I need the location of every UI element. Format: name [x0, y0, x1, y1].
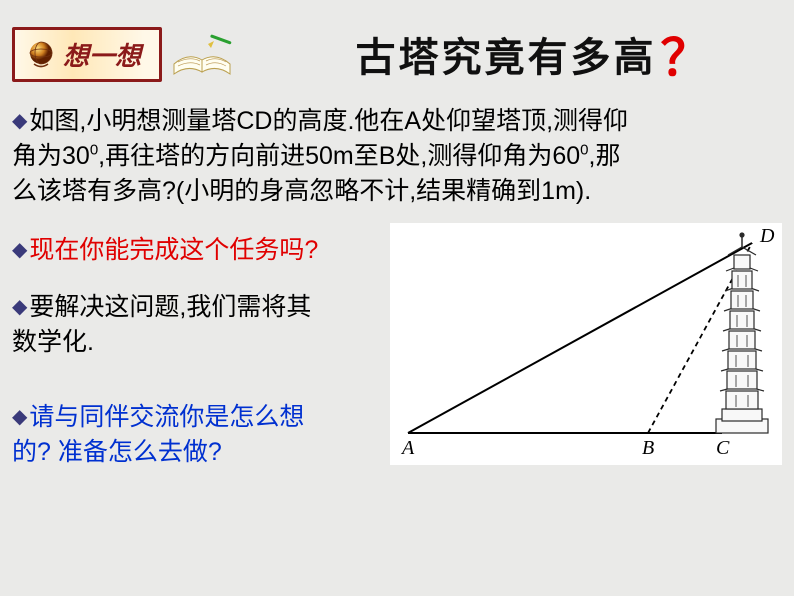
label-B: B — [642, 437, 654, 460]
problem-text: ◆如图,小明想测量塔CD的高度.他在A处仰望塔顶,测得仰 角为300,再往塔的方… — [12, 104, 782, 209]
bullet-icon: ◆ — [12, 406, 27, 428]
prompt-3b-text: 的? 准备怎么去做? — [12, 438, 222, 466]
page-title: 古塔究竟有多高 — [356, 35, 657, 80]
globe-icon — [25, 38, 57, 70]
label-C: C — [716, 437, 729, 460]
label-D: D — [760, 225, 774, 248]
left-column: ◆现在你能完成这个任务吗? ◆要解决这问题,我们需将其 数学化. ◆请与同伴交流… — [12, 219, 390, 470]
bullet-icon: ◆ — [12, 110, 27, 132]
bullet-icon: ◆ — [12, 239, 27, 261]
problem-line2b: ,再往塔的方向前进50m至B处,测得仰角为60 — [98, 142, 580, 170]
tower-icon — [716, 233, 768, 433]
question-mark: ？ — [661, 30, 711, 86]
degree-2: 0 — [580, 142, 588, 159]
prompt-2: ◆要解决这问题,我们需将其 数学化. — [12, 290, 384, 360]
prompt-2b-text: 数学化. — [12, 328, 94, 356]
prompt-3a-text: 请与同伴交流你是怎么想 — [29, 403, 304, 431]
problem-line3: 么该塔有多高?(小明的身高忽略不计,结果精确到1m). — [12, 177, 591, 205]
diagram-svg — [390, 223, 782, 465]
book-icon — [168, 30, 240, 78]
lower-row: ◆现在你能完成这个任务吗? ◆要解决这问题,我们需将其 数学化. ◆请与同伴交流… — [12, 219, 782, 470]
header-row: 想一想 古塔究竟有多高？ — [0, 0, 794, 98]
think-label: 想一想 — [63, 36, 141, 73]
think-box: 想一想 — [12, 27, 162, 82]
title-area: 古塔究竟有多高？ — [280, 18, 786, 90]
prompt-2a-text: 要解决这问题,我们需将其 — [29, 293, 311, 321]
problem-line2c: ,那 — [589, 142, 621, 170]
prompt-3: ◆请与同伴交流你是怎么想 的? 准备怎么去做? — [12, 400, 384, 470]
problem-line2a: 角为30 — [12, 142, 90, 170]
content-area: ◆如图,小明想测量塔CD的高度.他在A处仰望塔顶,测得仰 角为300,再往塔的方… — [0, 104, 794, 470]
label-A: A — [402, 437, 414, 460]
prompt-1: ◆现在你能完成这个任务吗? — [12, 233, 384, 268]
degree-1: 0 — [90, 142, 98, 159]
problem-line1: 如图,小明想测量塔CD的高度.他在A处仰望塔顶,测得仰 — [29, 107, 628, 135]
bullet-icon: ◆ — [12, 296, 27, 318]
diagram: A B C D — [390, 223, 782, 465]
prompt-1-text: 现在你能完成这个任务吗? — [29, 236, 318, 264]
